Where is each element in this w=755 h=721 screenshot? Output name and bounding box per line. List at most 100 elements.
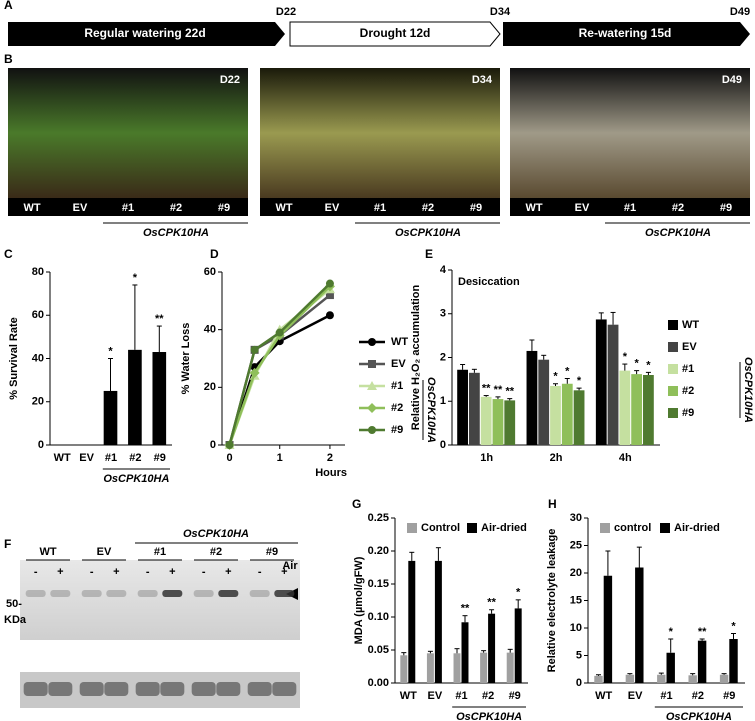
point [325, 311, 334, 320]
timeline-segment [289, 21, 501, 47]
legend-swatch [668, 386, 678, 396]
legend-label: #2 [391, 402, 403, 414]
bar [468, 372, 480, 445]
bar [635, 567, 644, 683]
x-tick-label: WT [54, 452, 71, 464]
x-tick-label: 1h [480, 452, 493, 464]
bar [461, 622, 469, 683]
legend-swatch [668, 342, 678, 352]
bar [480, 652, 488, 683]
bar [631, 374, 643, 445]
bar [457, 369, 468, 445]
timeline-label: Regular watering 22d [84, 26, 205, 40]
lane-label: #2 [422, 202, 434, 214]
loading-band [79, 682, 104, 696]
line [228, 294, 331, 446]
lane-label: WT [525, 202, 542, 214]
group-label: OsCPK10HA [103, 473, 169, 485]
x-tick-label: 4h [619, 452, 632, 464]
group-label: OsCPK10HA [143, 227, 209, 239]
bar [550, 385, 561, 445]
x-tick-label: WT [595, 690, 612, 702]
x-tick-label: 0 [226, 452, 232, 464]
loading-band [135, 682, 160, 696]
lane-label: WT [23, 202, 40, 214]
point [325, 291, 334, 300]
legend-label: #2 [682, 385, 694, 397]
significance: * [669, 626, 674, 638]
treatment-sign: + [113, 566, 119, 578]
panel-label: D [210, 247, 219, 261]
bar [526, 350, 538, 445]
timeline-segment [503, 22, 750, 46]
group-label: OsCPK10HA [183, 528, 249, 540]
bar [729, 639, 738, 683]
y-tick-label: 5 [576, 649, 582, 661]
y-tick-label: 30 [570, 512, 582, 524]
lane-label: #9 [720, 202, 732, 214]
y-axis-label: % Water Loss [180, 323, 192, 395]
y-tick-label: 2 [440, 351, 446, 363]
x-tick-label: #2 [129, 452, 141, 464]
bar [480, 396, 492, 445]
x-tick-label: #1 [660, 690, 672, 702]
y-axis-label: % Survival Rate [8, 317, 20, 400]
y-axis-label: Relative electrolyte leakage [546, 529, 558, 673]
x-tick-label: #9 [154, 452, 166, 464]
lane-label: #9 [218, 202, 230, 214]
legend-label: WT [682, 319, 699, 331]
day-label: D22 [276, 6, 296, 18]
treatment-sign: + [225, 566, 231, 578]
y-tick-label: 0 [576, 677, 582, 689]
treatment-sign: + [281, 566, 287, 578]
significance: * [108, 345, 113, 357]
point [368, 426, 376, 434]
y-axis-label: Relative H₂O₂ accumulation [410, 284, 422, 430]
panel-label: G [352, 497, 361, 511]
line [228, 282, 331, 446]
annotation: Desiccation [458, 276, 520, 288]
point [325, 279, 334, 288]
bar [492, 399, 504, 445]
blot-band [50, 590, 71, 597]
bar [506, 652, 514, 683]
bar [607, 324, 619, 445]
lane-label: #1 [122, 202, 134, 214]
point [275, 328, 284, 337]
x-tick-label: WT [400, 690, 417, 702]
point [368, 360, 376, 368]
lane-label: WT [275, 202, 292, 214]
y-tick-label: 40 [32, 352, 44, 364]
legend-label: Air-dried [481, 522, 527, 534]
y-tick-label: 0 [38, 439, 44, 451]
significance: * [577, 375, 582, 387]
treatment-sign: - [258, 566, 262, 578]
lane-label: #1 [154, 546, 166, 558]
x-axis-label: Hours [315, 467, 347, 479]
point [367, 381, 377, 390]
treatment-sign: - [202, 566, 206, 578]
legend-swatch [407, 523, 417, 533]
lane-label: EV [575, 202, 590, 214]
group-label: OsCPK10HA [456, 711, 522, 721]
legend-swatch [668, 364, 678, 374]
legend-swatch [660, 523, 670, 533]
legend-swatch [668, 320, 678, 330]
group-label: OsCPK10HA [425, 377, 437, 443]
timeline-label: Re-watering 15d [579, 26, 672, 40]
day-label: D49 [730, 6, 750, 18]
treatment-sign: - [34, 566, 38, 578]
significance: ** [487, 597, 496, 609]
point [367, 403, 377, 413]
panel-label: C [4, 247, 13, 261]
day-label: D34 [490, 6, 511, 18]
legend-label: Air-dried [674, 522, 720, 534]
legend-label: control [614, 522, 651, 534]
significance: * [133, 272, 138, 284]
size-marker: 50- [6, 598, 22, 610]
blot-image [20, 560, 300, 640]
y-tick-label: 0 [210, 439, 216, 451]
panel-label: F [4, 537, 11, 551]
y-tick-label: 1 [440, 395, 446, 407]
